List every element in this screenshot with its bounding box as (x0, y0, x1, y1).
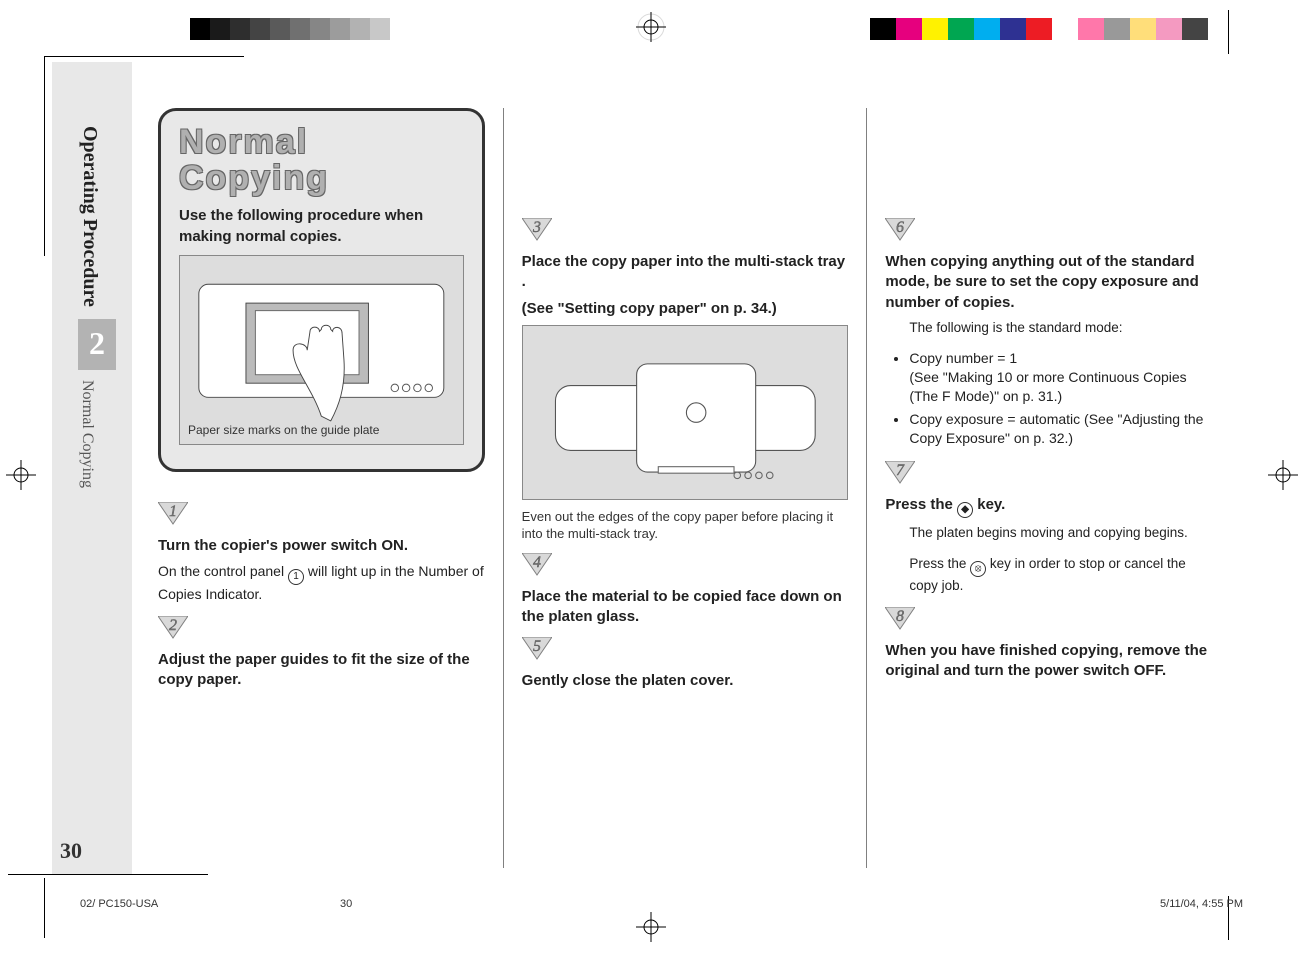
step1-body: On the control panel 1 will light up in … (158, 562, 485, 604)
trim-line (44, 56, 244, 57)
figure-caption: Paper size marks on the guide plate (188, 422, 379, 438)
step-badge-3: 3 (522, 218, 552, 244)
step8-head: When you have finished copying, remove t… (885, 641, 1212, 682)
step2-head: Adjust the paper guides to fit the size … (158, 650, 485, 691)
copier-top-illustration-icon (523, 326, 848, 515)
chapter-badge: 2 (78, 319, 116, 370)
step7-body1: The platen begins moving and copying beg… (885, 524, 1212, 542)
svg-text:5: 5 (533, 638, 541, 655)
svg-text:6: 6 (896, 219, 904, 236)
step6-head: When copying anything out of the standar… (885, 252, 1212, 313)
title-card: Normal Copying Use the following procedu… (158, 108, 485, 472)
registration-mark-icon (6, 460, 36, 490)
step7-body2a: Press the (909, 556, 970, 571)
step3-head: Place the copy paper into the multi-stac… (522, 252, 849, 293)
step-badge-5: 5 (522, 637, 552, 663)
content-area: Normal Copying Use the following procedu… (140, 108, 1230, 868)
step-badge-6: 6 (885, 218, 915, 244)
section-label: Operating Procedure (78, 126, 101, 307)
footer-right: 5/11/04, 4:55 PM (1160, 898, 1243, 910)
step7-head: Press the ◆ key. (885, 495, 1212, 518)
bullet1-text: Copy number = 1 (909, 350, 1017, 366)
svg-text:4: 4 (533, 554, 541, 571)
page-footer: 02/ PC150-USA 30 5/11/04, 4:55 PM (80, 898, 1243, 910)
step7-head-a: Press the (885, 496, 957, 513)
page-title-line2: Copying (179, 161, 464, 197)
stop-key-icon: ⦻ (970, 561, 986, 577)
figure-copier-hand: Paper size marks on the guide plate (179, 255, 464, 445)
trim-line (44, 878, 45, 938)
step4-head: Place the material to be copied face dow… (522, 587, 849, 628)
step6-bullet-1: Copy number = 1 (See "Making 10 or more … (909, 349, 1212, 406)
title-intro: Use the following procedure when making … (179, 206, 464, 247)
registration-mark-icon (636, 912, 666, 942)
column-2: 3 Place the copy paper into the multi-st… (503, 108, 867, 868)
step5-head: Gently close the platen cover. (522, 671, 849, 691)
svg-text:2: 2 (169, 617, 177, 634)
registration-mark-icon (1268, 460, 1298, 490)
step6-bullet-2: Copy exposure = automatic (See "Adjustin… (909, 410, 1212, 448)
page-number: 30 (60, 838, 82, 864)
step7-head-b: key. (977, 496, 1005, 513)
trim-line (44, 56, 45, 256)
step-badge-1: 1 (158, 502, 188, 528)
copier-illustration-icon (180, 256, 463, 435)
column-3: 6 When copying anything out of the stand… (866, 108, 1230, 868)
svg-text:3: 3 (532, 219, 541, 236)
svg-text:8: 8 (896, 608, 904, 625)
trim-line (8, 874, 208, 875)
figure-copier-top (522, 325, 849, 500)
svg-text:1: 1 (169, 503, 177, 520)
registration-mark-icon (636, 12, 666, 42)
svg-text:7: 7 (896, 462, 905, 479)
start-key-icon: ◆ (957, 502, 973, 518)
footer-center: 30 (340, 898, 352, 910)
step-badge-8: 8 (885, 607, 915, 633)
indicator-icon: 1 (288, 569, 304, 585)
footer-left: 02/ PC150-USA (80, 898, 158, 910)
bullet1-sub: (See "Making 10 or more Continuous Copie… (909, 369, 1186, 404)
step-badge-4: 4 (522, 553, 552, 579)
grayscale-strip (190, 18, 410, 40)
step1-head: Turn the copier's power switch ON. (158, 536, 485, 556)
step6-intro: The following is the standard mode: (885, 319, 1212, 337)
side-tab: Operating Procedure 2 Normal Copying (78, 126, 116, 488)
subsection-label: Normal Copying (78, 380, 96, 488)
page-title-line1: Normal (179, 125, 464, 161)
step-badge-2: 2 (158, 616, 188, 642)
step-badge-7: 7 (885, 461, 915, 487)
trim-line (1228, 10, 1229, 54)
column-1: Normal Copying Use the following procedu… (140, 108, 503, 868)
step6-bullets: Copy number = 1 (See "Making 10 or more … (885, 349, 1212, 447)
step1-body-a: On the control panel (158, 563, 288, 579)
step3-sub: (See "Setting copy paper" on p. 34.) (522, 299, 849, 319)
step7-body2: Press the ⦻ key in order to stop or canc… (885, 555, 1212, 595)
color-strip (870, 18, 1208, 40)
